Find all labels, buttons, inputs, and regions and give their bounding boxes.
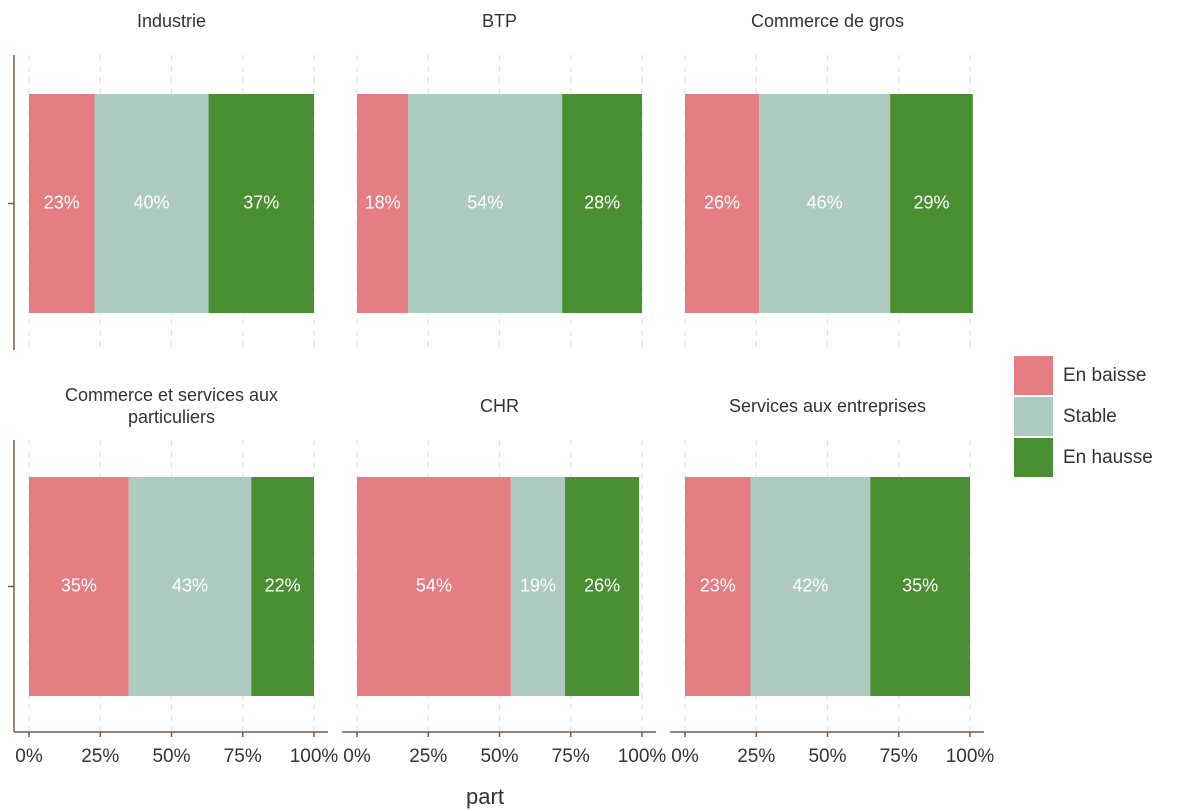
x-tick-label: 25% [737,746,775,767]
panel-title: Commerce et services aux particuliers [65,385,278,427]
x-axis-label: part [466,784,504,809]
bar-segment [357,94,409,313]
bar-segment [759,94,891,313]
x-tick-label: 0% [343,746,371,767]
data-label: 18% [365,192,401,212]
legend-label: Stable [1063,406,1117,427]
x-tick-label: 50% [152,746,190,767]
legend-swatch [1014,397,1053,436]
data-label: 26% [584,575,620,595]
x-tick-label: 25% [409,746,447,767]
x-tick-label: 75% [880,746,918,767]
bar-segment [408,94,563,313]
data-label: 23% [44,192,80,212]
data-label: 43% [172,575,208,595]
data-label: 28% [584,192,620,212]
x-tick-label: 25% [81,746,119,767]
bar-segment [870,477,970,696]
x-tick-label: 50% [808,746,846,767]
bar-segment [890,94,973,313]
panel-title: BTP [482,11,517,31]
data-label: 35% [902,575,938,595]
bar-segment [208,94,314,313]
x-tick-label: 75% [224,746,262,767]
x-tick-label: 0% [671,746,699,767]
x-tick-label: 50% [480,746,518,767]
panel-title: Commerce de gros [751,11,904,31]
panel-title: CHR [480,396,519,416]
bar-segment [685,94,760,313]
x-tick-label: 0% [15,746,43,767]
data-label: 40% [134,192,170,212]
bar-segment [94,94,209,313]
bar-segment [357,477,511,696]
panel-title: Services aux entreprises [729,396,926,416]
legend-swatch [1014,438,1053,477]
data-label: 42% [792,575,828,595]
bar-segment [29,477,129,696]
data-label: 37% [243,192,279,212]
bar-segment [128,477,252,696]
data-label: 54% [416,575,452,595]
data-label: 22% [265,575,301,595]
legend-label: En baisse [1063,365,1146,386]
data-label: 19% [520,575,556,595]
data-label: 26% [704,192,740,212]
panel-title-line: particuliers [128,407,215,427]
x-tick-label: 100% [946,746,995,767]
bar-segment [29,94,95,313]
bar-segment [510,477,566,696]
bar-segment [565,477,640,696]
x-tick-label: 100% [618,746,667,767]
data-label: 54% [467,192,503,212]
bar-segment [750,477,871,696]
data-label: 29% [914,192,950,212]
x-tick-label: 75% [552,746,590,767]
x-tick-label: 100% [290,746,339,767]
panel-title: Industrie [137,11,206,31]
bar-segment [685,477,751,696]
data-label: 46% [807,192,843,212]
data-label: 23% [700,575,736,595]
legend-label: En hausse [1063,447,1153,468]
legend-swatch [1014,356,1053,395]
bar-segment [562,94,642,313]
panel-title-line: Commerce et services aux [65,385,278,405]
bar-segment [251,477,314,696]
data-label: 35% [61,575,97,595]
